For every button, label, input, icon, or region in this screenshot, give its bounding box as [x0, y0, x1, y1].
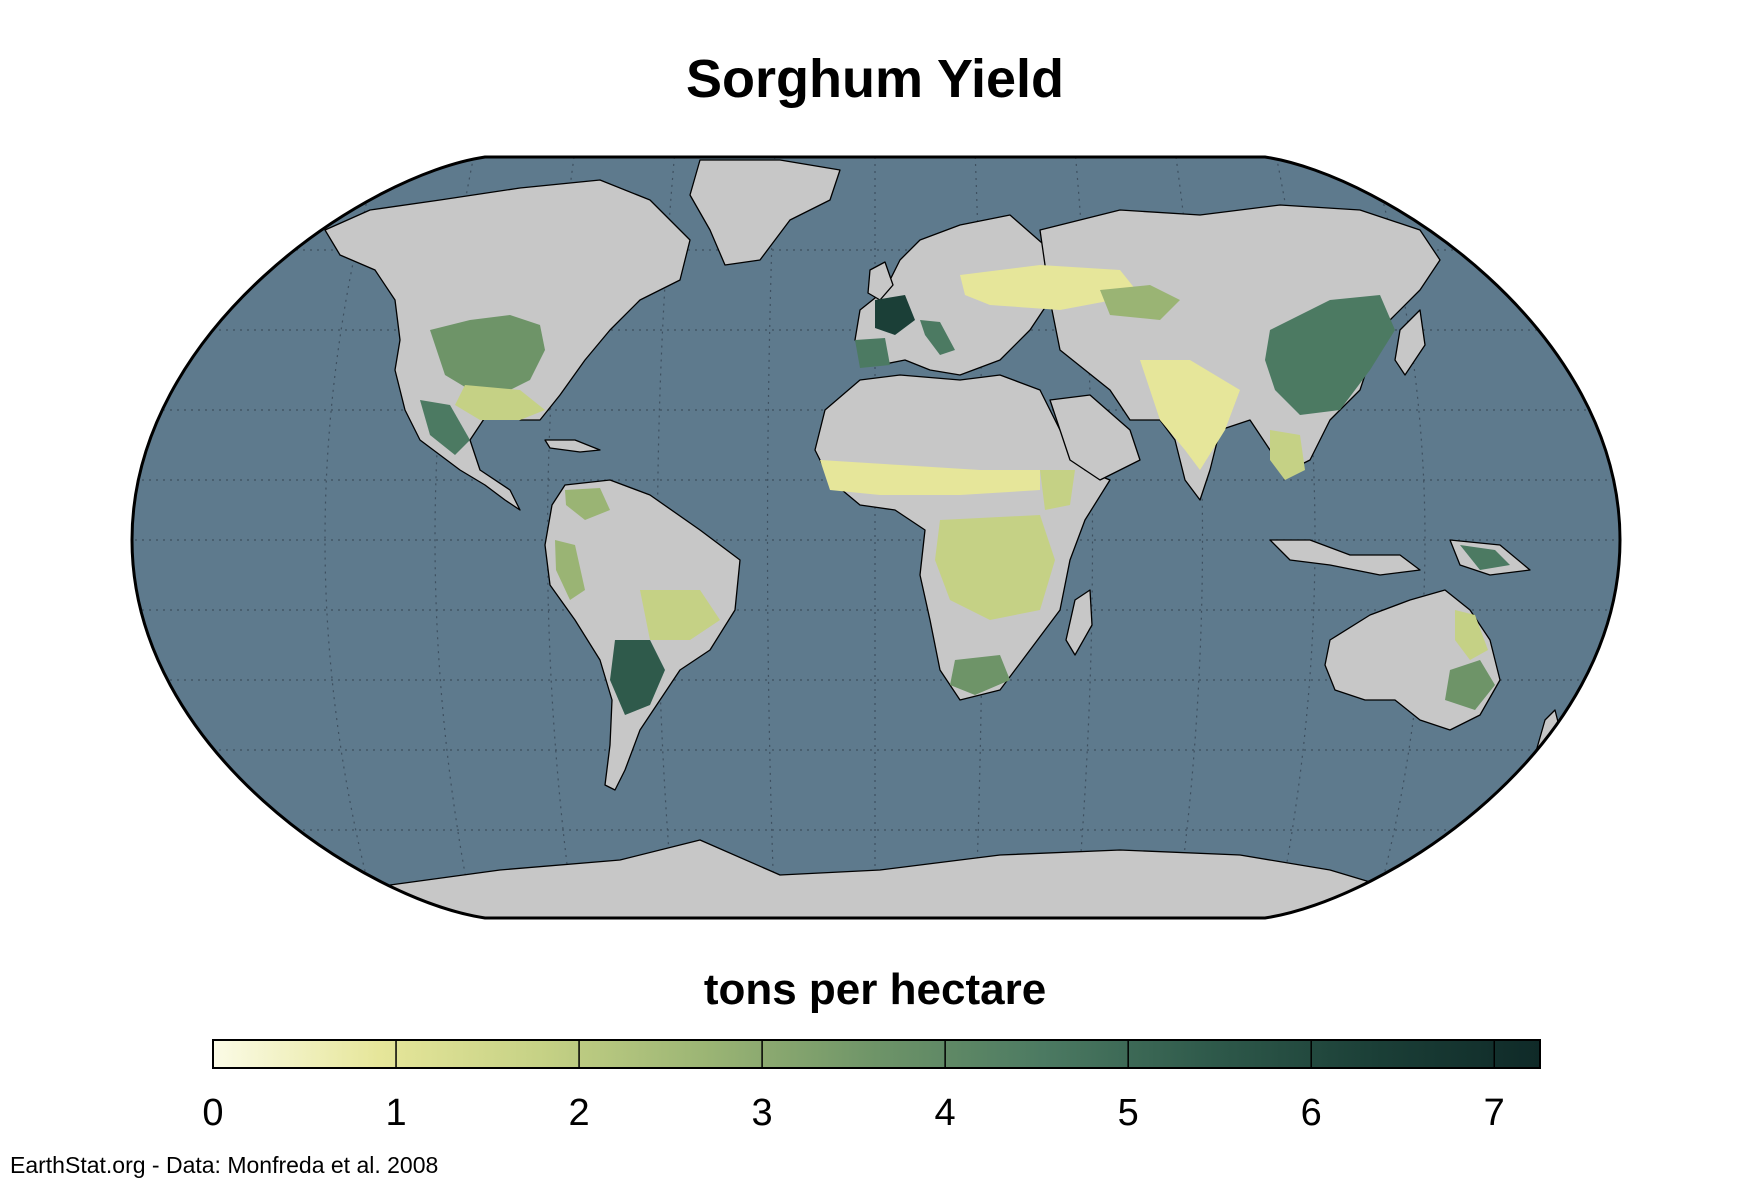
globe-outline [130, 155, 1622, 920]
indonesia [1269, 539, 1421, 576]
southeast-asia-yield [1270, 430, 1305, 480]
colorbar-tick-label: 4 [934, 1092, 956, 1134]
world-map [130, 155, 1622, 920]
kazakhstan-yield [1100, 285, 1180, 320]
madagascar [1065, 589, 1093, 656]
legend-title: tons per hectare [703, 965, 1047, 1014]
colorbar-tick-label: 5 [1117, 1092, 1139, 1134]
britain [867, 261, 894, 301]
us-plains-yield [430, 315, 545, 395]
mexico-yield [420, 400, 470, 455]
map-title: Sorghum Yield [685, 49, 1065, 109]
credit-text: EarthStat.org - Data: Monfreda et al. 20… [10, 1152, 439, 1178]
colorbar-tick-label: 0 [202, 1092, 224, 1134]
us-south-yield [455, 385, 545, 420]
yield-regions [420, 265, 1510, 715]
east-africa-yield [935, 515, 1055, 620]
colorbar-tick-label: 1 [385, 1092, 407, 1134]
italy-yield [920, 320, 955, 355]
spain-yield [855, 338, 890, 368]
colorbar-ticks [395, 1040, 1495, 1068]
antarctica [389, 839, 1381, 918]
south-africa-yield [950, 655, 1010, 695]
ethiopia-yield [1040, 470, 1075, 510]
ukraine-russia-yield [960, 265, 1140, 310]
andes-yield [555, 540, 585, 600]
india-yield [1140, 360, 1240, 470]
colorbar-fill [212, 1039, 1541, 1069]
sahel-yield [820, 460, 1040, 495]
arabia [1049, 394, 1141, 481]
colorbar-tick-label: 3 [751, 1092, 773, 1134]
australia-yield [1445, 660, 1495, 710]
colombia-yield [565, 488, 610, 520]
argentina-yield [610, 640, 665, 715]
colorbar [212, 1039, 1541, 1069]
france-yield [875, 295, 915, 335]
japan [1394, 309, 1426, 376]
colorbar-tick-label: 7 [1483, 1092, 1505, 1134]
colorbar-tick-label: 2 [568, 1092, 590, 1134]
colorbar-tick-label: 6 [1300, 1092, 1322, 1134]
caribbean [544, 439, 601, 453]
south-america [544, 479, 741, 791]
australia-east-yield [1455, 610, 1488, 660]
china-yield [1265, 295, 1395, 415]
greenland [689, 159, 841, 266]
brazil-yield [640, 590, 720, 640]
new-guinea-yield [1460, 545, 1510, 570]
